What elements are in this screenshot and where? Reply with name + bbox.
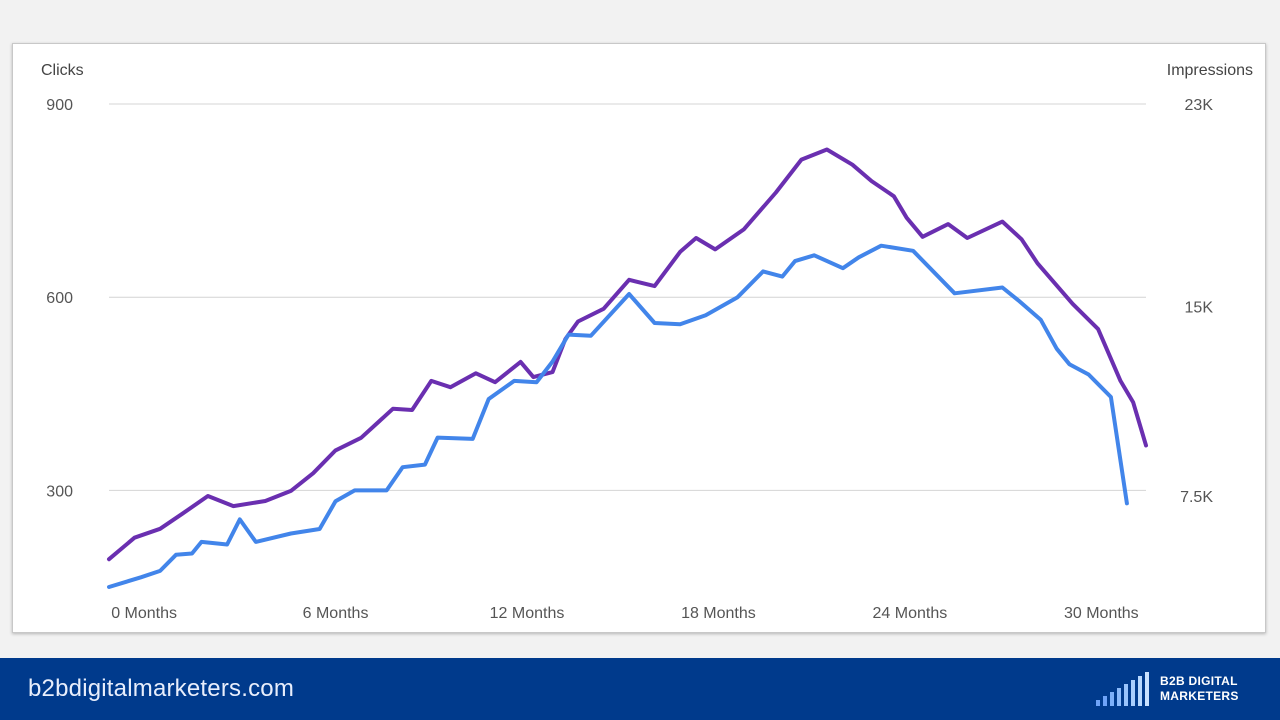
left-tick-label: 900 xyxy=(46,97,73,114)
axis-labels: Clicks Impressions 300 600 900 7.5K 15K 23K 0 … xyxy=(41,62,1253,622)
brand-line-2: MARKETERS xyxy=(1160,689,1239,703)
chart-card: Clicks Impressions 300 600 900 7.5K 15K 23K 0 … xyxy=(12,43,1266,633)
line-chart: Clicks Impressions 300 600 900 7.5K 15K 23K 0 … xyxy=(41,62,1253,622)
bar-chart-logo-icon xyxy=(1096,672,1149,706)
x-tick-label: 12 Months xyxy=(490,605,565,622)
x-tick-label: 18 Months xyxy=(681,605,756,622)
x-tick-label: 0 Months xyxy=(111,605,177,622)
x-tick-label: 30 Months xyxy=(1064,605,1139,622)
left-tick-label: 300 xyxy=(46,483,73,500)
x-tick-label: 24 Months xyxy=(873,605,948,622)
right-axis-title: Impressions xyxy=(1167,62,1253,79)
brand-logo: B2B DIGITAL MARKETERS xyxy=(1094,670,1264,708)
right-tick-label: 23K xyxy=(1185,97,1214,114)
brand-name: B2B DIGITAL MARKETERS xyxy=(1160,674,1239,704)
right-tick-label: 15K xyxy=(1185,299,1214,316)
footer-website-link[interactable]: b2bdigitalmarketers.com xyxy=(28,675,295,702)
right-tick-label: 7.5K xyxy=(1180,489,1213,506)
series-line-impressions xyxy=(107,147,1148,562)
left-axis-title: Clicks xyxy=(41,62,84,79)
series-line-clicks xyxy=(107,243,1129,589)
series-layer xyxy=(107,147,1148,589)
footer-bar: b2bdigitalmarketers.com B2B DIGITAL MARK… xyxy=(0,658,1280,720)
x-tick-label: 6 Months xyxy=(303,605,369,622)
brand-line-1: B2B DIGITAL xyxy=(1160,674,1238,688)
left-tick-label: 600 xyxy=(46,290,73,307)
